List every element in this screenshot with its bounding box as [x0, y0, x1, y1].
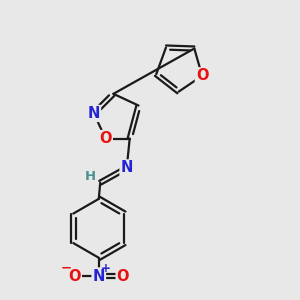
- Text: H: H: [84, 170, 95, 183]
- Text: O: O: [99, 131, 112, 146]
- Text: O: O: [196, 68, 208, 83]
- Text: N: N: [88, 106, 100, 121]
- Text: O: O: [117, 268, 129, 284]
- Text: +: +: [101, 262, 111, 275]
- Text: N: N: [121, 160, 133, 175]
- Text: −: −: [61, 262, 72, 275]
- Text: O: O: [68, 268, 81, 284]
- Text: N: N: [93, 268, 105, 284]
